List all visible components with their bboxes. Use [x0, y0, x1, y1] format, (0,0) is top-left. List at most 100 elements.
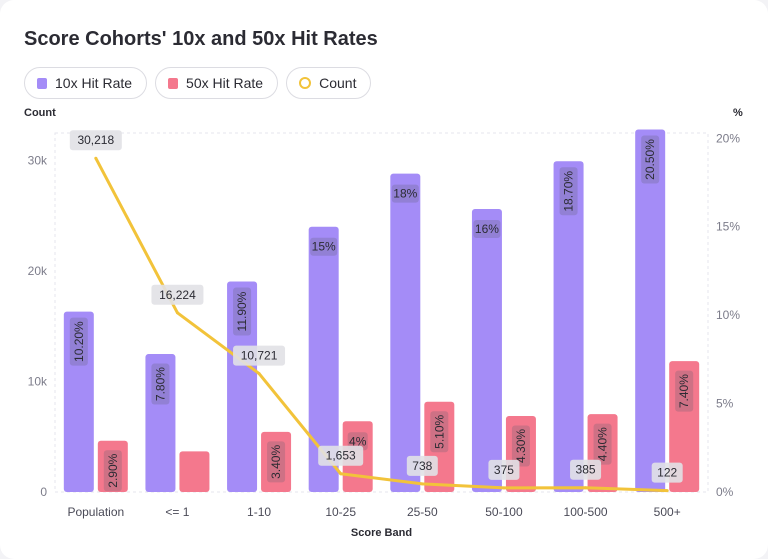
y-right-tick-label: 20%	[716, 131, 740, 145]
legend-item-50x-hit-rate[interactable]: 50x Hit Rate	[155, 67, 279, 99]
data-label-10x: 10.20%	[72, 321, 86, 362]
count-point	[339, 472, 343, 476]
legend-swatch-50x	[168, 77, 179, 89]
y-left-tick-label: 20k	[28, 264, 48, 278]
data-label-10x-bg	[559, 167, 578, 216]
data-label-10x: 16%	[475, 222, 499, 236]
data-label-50x: 4.40%	[596, 427, 610, 461]
bar-50x-hit-rate	[261, 431, 292, 492]
x-tick-label: 100-500	[564, 505, 608, 519]
count-point	[175, 311, 179, 315]
data-label-10x: 7.80%	[153, 367, 167, 401]
bar-10x-hit-rate	[308, 226, 339, 492]
legend-item-10x-hit-rate[interactable]: 10x Hit Rate	[24, 67, 148, 99]
data-label-count-bg	[570, 459, 602, 480]
y-left-tick-label: 30k	[28, 154, 48, 168]
data-label-count: 385	[576, 463, 596, 477]
chart-title: Score Cohorts' 10x and 50x Hit Rates	[24, 28, 378, 50]
count-point	[502, 486, 506, 490]
legend-label-10x: 10x Hit Rate	[55, 75, 133, 91]
y-right-axis-title: %	[733, 107, 743, 119]
count-point	[420, 482, 424, 486]
data-label-10x-bg	[473, 220, 501, 239]
legend-swatch-count	[299, 77, 312, 89]
legend-item-count[interactable]: Count	[286, 67, 372, 99]
y-right-tick-label: 5%	[716, 397, 734, 411]
y-right-tick-label: 0%	[716, 485, 734, 499]
bar-10x-hit-rate	[227, 281, 258, 492]
data-label-10x-bg	[233, 287, 252, 336]
count-line	[94, 157, 668, 493]
data-label-10x: 20.50%	[643, 139, 657, 180]
data-label-count: 10,721	[241, 349, 278, 363]
data-label-50x-bg	[103, 450, 122, 492]
data-label-10x: 11.90%	[235, 291, 249, 331]
x-tick-label: 500+	[654, 505, 681, 519]
data-label-10x: 15%	[312, 240, 336, 254]
data-label-50x: 4%	[349, 434, 367, 448]
data-label-count-bg	[488, 459, 520, 480]
data-label-10x-bg	[391, 184, 419, 203]
plot-frame	[54, 132, 709, 493]
x-tick-label: 1-10	[247, 505, 271, 519]
data-label-count-bg	[651, 462, 683, 483]
x-tick-label: <= 1	[165, 505, 189, 519]
bar-50x-hit-rate	[179, 451, 210, 492]
data-label-count-bg	[318, 445, 364, 466]
data-label-count: 122	[657, 466, 677, 480]
data-label-count: 30,218	[77, 133, 114, 147]
data-label-10x-bg	[310, 237, 338, 256]
data-label-count-bg	[69, 130, 122, 151]
bar-10x-hit-rate	[145, 354, 176, 492]
data-label-count-bg	[406, 455, 438, 476]
y-right-tick-label: 15%	[716, 220, 740, 234]
data-label-count: 738	[412, 459, 432, 473]
data-label-50x: 4.30%	[514, 429, 528, 463]
data-label-50x-bg	[430, 411, 449, 453]
count-point	[665, 489, 669, 493]
legend-swatch-10x	[37, 77, 47, 89]
data-label-10x: 18.70%	[562, 171, 576, 212]
y-left-axis-title: Count	[24, 107, 56, 119]
data-label-50x: 7.40%	[677, 374, 691, 408]
count-point	[257, 372, 261, 376]
data-label-50x-bg	[593, 423, 612, 465]
data-label-count: 16,224	[159, 288, 196, 302]
bar-10x-hit-rate	[553, 161, 584, 492]
data-label-50x-bg	[511, 425, 530, 467]
bar-50x-hit-rate	[97, 440, 128, 492]
data-label-50x: 5.10%	[432, 414, 446, 448]
x-axis-title: Score Band	[351, 527, 412, 539]
data-label-10x-bg	[641, 135, 660, 184]
bar-10x-hit-rate	[390, 173, 421, 493]
data-label-count-bg	[233, 345, 286, 366]
bar-10x-hit-rate	[63, 311, 94, 492]
x-tick-label: 10-25	[325, 505, 356, 519]
y-right-tick-label: 10%	[716, 308, 740, 322]
data-label-10x-bg	[151, 363, 170, 405]
x-tick-label: Population	[67, 505, 124, 519]
data-label-count-bg	[151, 284, 204, 305]
legend-label-count: Count	[319, 75, 357, 91]
bar-50x-hit-rate	[669, 361, 700, 492]
count-point	[94, 156, 98, 160]
legend-label-50x: 50x Hit Rate	[186, 75, 264, 91]
y-left-tick-label: 10k	[28, 375, 48, 389]
x-tick-label: 25-50	[407, 505, 438, 519]
data-label-10x: 18%	[393, 187, 417, 201]
data-label-10x-bg	[69, 317, 88, 366]
data-label-50x-bg	[675, 370, 694, 412]
bar-10x-hit-rate	[635, 129, 666, 492]
data-label-50x-bg	[267, 441, 286, 483]
y-left-tick-label: 0	[40, 485, 47, 499]
data-label-50x: 3.40%	[269, 445, 283, 479]
data-label-count: 375	[494, 463, 514, 477]
data-label-50x: 2.90%	[106, 453, 120, 487]
count-point	[584, 486, 588, 490]
bar-10x-hit-rate	[471, 209, 502, 492]
legend: 10x Hit Rate 50x Hit Rate Count	[24, 67, 372, 99]
x-tick-label: 50-100	[485, 505, 523, 519]
data-label-count: 1,653	[326, 449, 356, 463]
